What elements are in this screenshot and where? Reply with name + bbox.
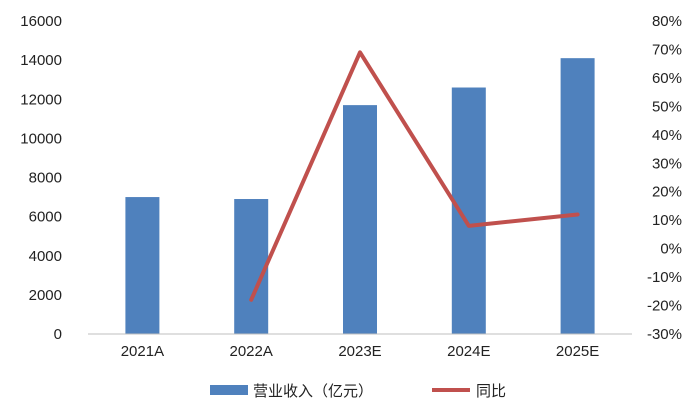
legend-bar-label: 营业收入（亿元） (253, 382, 373, 400)
right-tick-label: 20% (652, 184, 682, 201)
right-tick-label: 40% (652, 127, 682, 144)
bar (343, 105, 377, 335)
right-tick-label: 10% (652, 212, 682, 229)
legend-line-label: 同比 (476, 382, 506, 400)
x-tick-label: 2022A (230, 343, 273, 360)
right-tick-label: 50% (652, 98, 682, 115)
left-tick-label: 8000 (29, 170, 62, 187)
right-tick-label: 60% (652, 70, 682, 87)
yoy-line (249, 50, 580, 302)
bar (451, 87, 486, 334)
right-tick-label: 70% (652, 41, 682, 58)
right-tick-label: 80% (652, 13, 682, 30)
bar (125, 197, 160, 334)
x-tick-label: 2021A (121, 343, 164, 360)
bar (560, 58, 595, 334)
left-tick-label: 4000 (29, 248, 62, 265)
legend-bar-swatch (210, 385, 248, 395)
right-tick-label: 30% (652, 155, 682, 172)
left-tick-label: 12000 (20, 91, 62, 108)
right-axis-ticks: -30% -20% -10% 0% 10% 20% 30% 40% 50% 60% 70% 80% (647, 13, 682, 343)
x-tick-label: 2024E (447, 343, 490, 360)
left-tick-label: 14000 (20, 52, 62, 69)
right-tick-label: -20% (647, 298, 682, 315)
left-tick-label: 10000 (20, 130, 62, 147)
x-axis-ticks: 2021A 2022A 2023E 2024E 2025E (121, 343, 600, 360)
right-tick-label: 0% (660, 241, 682, 258)
right-tick-label: -30% (647, 326, 682, 343)
left-tick-label: 2000 (29, 287, 62, 304)
x-tick-label: 2023E (338, 343, 381, 360)
left-axis-ticks: 0 2000 4000 6000 8000 10000 12000 14000 16000 (20, 13, 62, 343)
bar (234, 199, 269, 334)
right-tick-label: -10% (647, 269, 682, 286)
line-series (249, 50, 580, 302)
legend: 营业收入（亿元） 同比 (210, 382, 506, 400)
left-tick-label: 6000 (29, 209, 62, 226)
x-tick-label: 2025E (556, 343, 599, 360)
bar-series (125, 58, 595, 335)
left-tick-label: 0 (54, 326, 62, 343)
left-tick-label: 16000 (20, 13, 62, 30)
